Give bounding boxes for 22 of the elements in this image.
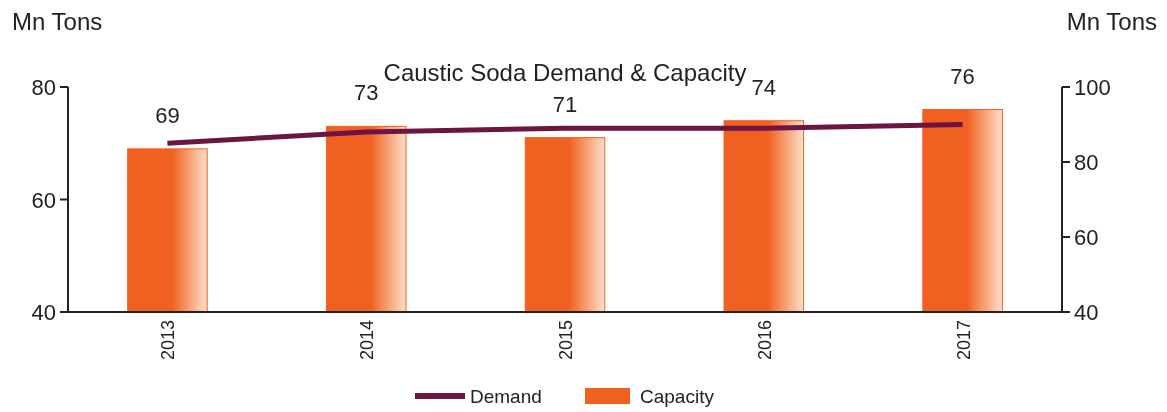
data-label: 74 <box>751 74 777 100</box>
y2-axis-title: Mn Tons <box>1066 8 1157 35</box>
x-tick-label: 2016 <box>754 320 775 361</box>
legend-label: Capacity <box>640 386 715 407</box>
y-axis-title: Mn Tons <box>12 8 103 35</box>
x-tick-label: 2015 <box>556 320 576 361</box>
y2-tick-label: 40 <box>1074 300 1099 325</box>
x-tick-label: 2013 <box>158 320 179 361</box>
chart-title: Caustic Soda Demand & Capacity <box>383 59 747 86</box>
data-label: 76 <box>950 63 975 89</box>
x-tick-label: 2014 <box>357 320 378 361</box>
y2-tick-label: 60 <box>1074 225 1099 250</box>
y-tick-label: 60 <box>31 187 56 213</box>
data-label: 73 <box>353 80 379 106</box>
y2-tick-label: 100 <box>1074 75 1111 100</box>
y-tick-label: 80 <box>31 75 56 100</box>
x-tick-label: 2017 <box>953 320 974 361</box>
data-label: 69 <box>155 102 180 128</box>
y-tick-label: 40 <box>31 300 56 325</box>
legend-label: Demand <box>470 386 542 407</box>
data-label: 71 <box>552 91 578 117</box>
y2-tick-label: 80 <box>1074 150 1099 175</box>
